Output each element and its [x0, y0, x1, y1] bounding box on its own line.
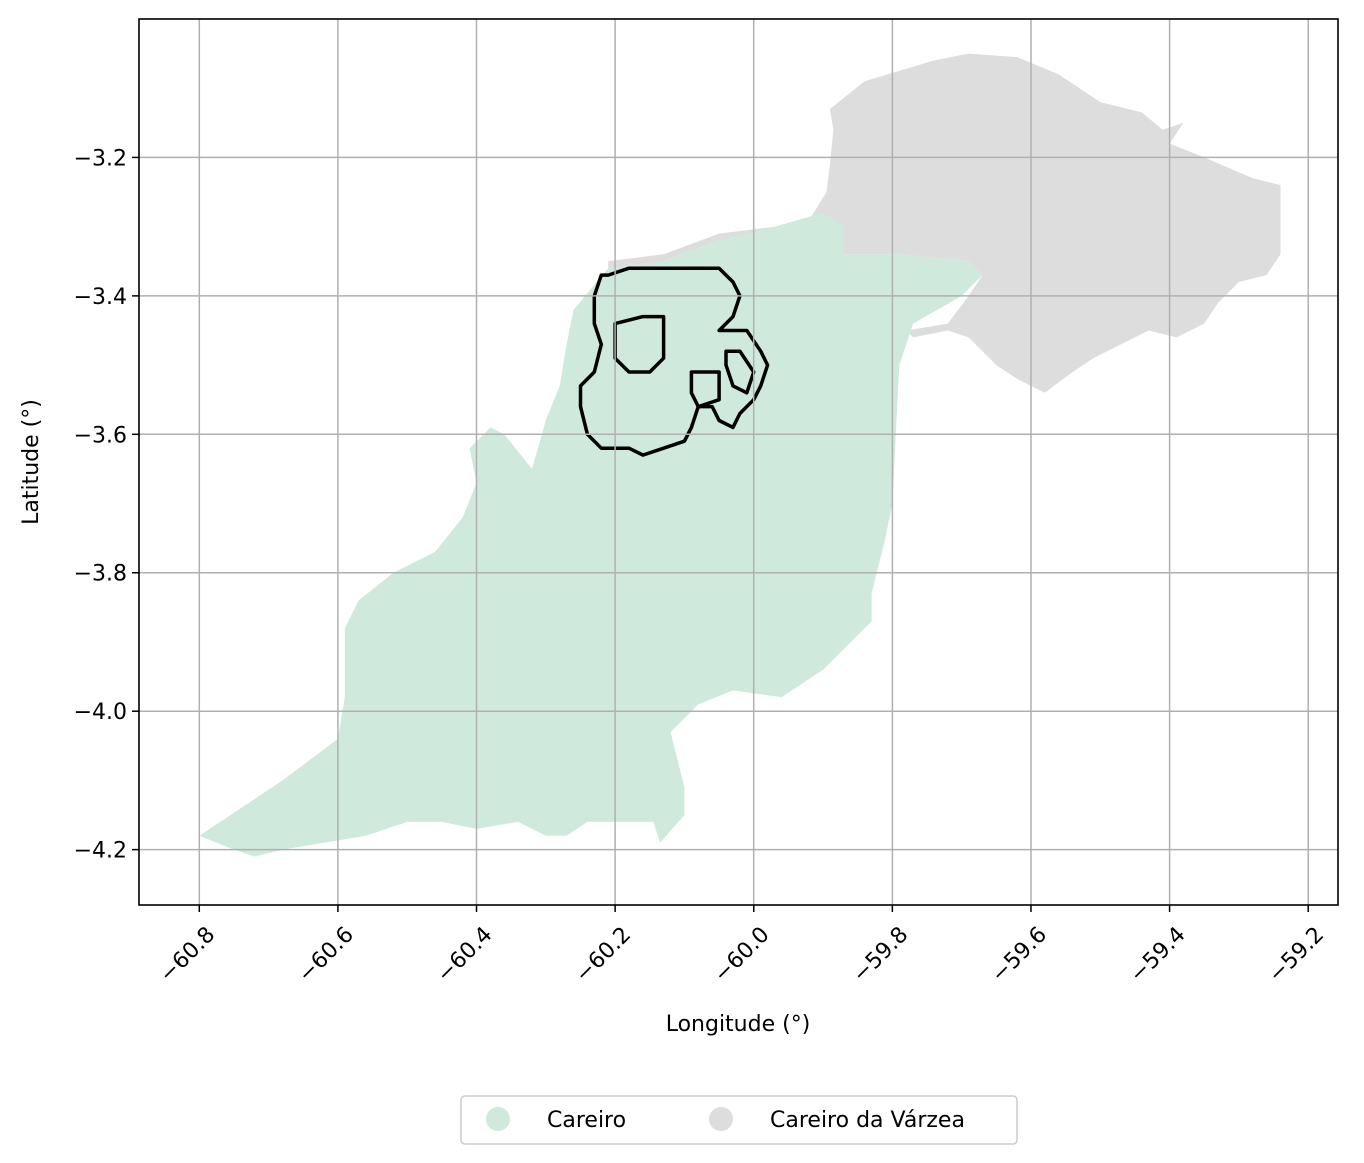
- x-axis-ticks: −60.8 −60.6 −60.4 −60.2 −60.0 −59.8 −59.6 −59.4…: [155, 905, 1329, 988]
- legend-label-careiro: Careiro: [547, 1108, 626, 1133]
- x-tick-label-4: −60.0: [709, 922, 774, 987]
- region-careiro: [199, 212, 983, 857]
- boundary-outline-2: [689, 370, 721, 409]
- boundary-outline-3: [724, 349, 756, 395]
- legend-label-careiro-da-varzea: Careiro da Várzea: [770, 1108, 965, 1133]
- plot-frame: [138, 18, 1339, 906]
- x-tick-label-5: −59.8: [848, 922, 913, 987]
- y-tick-label-0: −3.2: [74, 146, 127, 171]
- legend-swatch-careiro: [486, 1107, 510, 1131]
- x-tick-label-7: −59.4: [1125, 922, 1190, 987]
- boundary-outline-1: [613, 314, 666, 374]
- x-tick-label-6: −59.6: [987, 922, 1052, 987]
- y-tick-label-1: −3.4: [74, 285, 127, 310]
- gridlines: [139, 19, 1338, 905]
- legend-swatch-careiro-da-varzea: [709, 1107, 733, 1131]
- legend-frame: [460, 1095, 1018, 1145]
- y-axis-label: Latitude (°): [19, 399, 44, 525]
- x-axis-label: Longitude (°): [666, 1012, 811, 1037]
- y-tick-label-5: −4.2: [74, 839, 127, 864]
- x-tick-label-3: −60.2: [571, 922, 636, 987]
- y-tick-label-2: −3.6: [74, 423, 127, 448]
- boundary-outline-0: [578, 266, 770, 457]
- x-tick-label-1: −60.6: [294, 922, 359, 987]
- boundary-outline-layer: [578, 266, 770, 457]
- x-tick-label-0: −60.8: [155, 922, 220, 987]
- y-axis-ticks: −3.2 −3.4 −3.6 −3.8 −4.0 −4.2: [74, 146, 139, 864]
- region-careiro-da-varzea: [608, 53, 1281, 393]
- x-tick-label-8: −59.2: [1264, 922, 1329, 987]
- y-tick-label-4: −4.0: [74, 700, 127, 725]
- x-tick-label-2: −60.4: [432, 922, 497, 987]
- legend: Careiro Careiro da Várzea: [460, 1095, 1018, 1145]
- y-tick-label-3: −3.8: [74, 562, 127, 587]
- regions-layer: [199, 53, 1281, 857]
